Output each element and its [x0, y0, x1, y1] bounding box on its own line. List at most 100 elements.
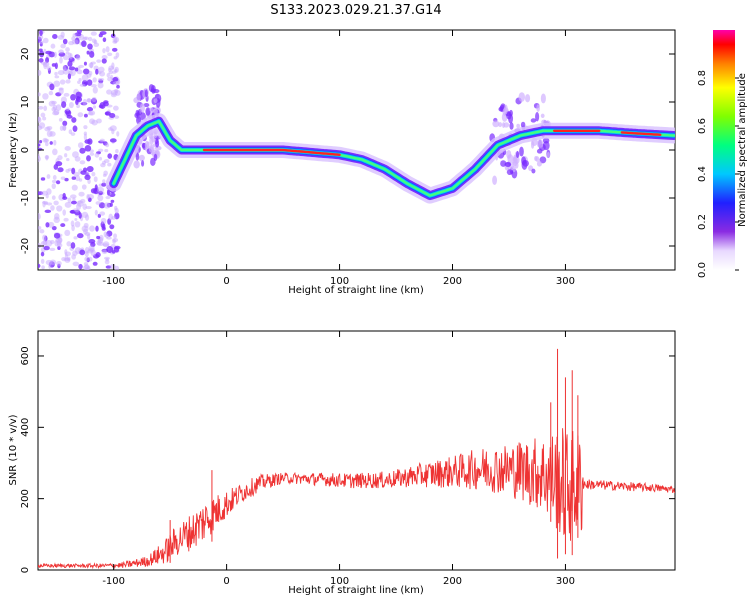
noise-speckle: [509, 122, 514, 130]
noise-speckle: [43, 138, 50, 143]
noise-speckle: [109, 113, 116, 118]
noise-speckle: [80, 198, 86, 204]
noise-speckle: [518, 92, 526, 102]
noise-speckle: [72, 151, 79, 158]
noise-speckle: [38, 116, 42, 124]
noise-speckle: [74, 217, 78, 222]
noise-speckle: [110, 33, 116, 39]
noise-speckle: [56, 260, 62, 266]
snr-x-ticks: -100 0 100 200 300: [102, 331, 575, 587]
noise-speckle: [88, 62, 94, 68]
noise-speckle: [155, 139, 160, 148]
noise-speckle: [86, 50, 90, 55]
noise-speckle: [65, 168, 70, 173]
noise-speckle: [78, 263, 83, 270]
noise-speckle: [64, 229, 71, 237]
noise-speckle: [150, 88, 156, 93]
noise-speckle: [81, 74, 89, 82]
noise-speckle: [505, 161, 512, 168]
y-tick-label: 0: [20, 147, 31, 153]
noise-speckle: [90, 84, 97, 88]
noise-speckle: [97, 77, 105, 82]
spectrogram-ridge: [105, 113, 675, 204]
noise-speckle: [96, 59, 102, 63]
noise-speckle: [39, 229, 45, 234]
noise-speckle: [82, 203, 87, 211]
noise-speckle: [112, 77, 119, 82]
snr-x-axis-label: Height of straight line (km): [288, 585, 424, 596]
noise-speckle: [84, 256, 90, 262]
noise-speckle: [63, 217, 69, 222]
noise-speckle: [86, 107, 94, 112]
noise-speckle: [38, 92, 41, 97]
noise-speckle: [79, 249, 86, 256]
noise-speckle: [102, 48, 106, 54]
noise-speckle: [83, 61, 87, 66]
noise-speckle: [53, 80, 61, 87]
noise-speckle: [60, 223, 66, 228]
noise-speckle: [98, 104, 104, 109]
noise-speckle: [62, 209, 67, 216]
noise-speckle: [57, 242, 63, 248]
noise-speckle: [75, 99, 79, 105]
noise-speckle: [45, 239, 53, 247]
noise-speckle: [101, 160, 106, 165]
noise-speckle: [42, 116, 47, 121]
noise-speckle: [70, 200, 77, 205]
noise-speckle: [89, 50, 95, 58]
noise-speckle: [54, 75, 60, 79]
noise-speckle: [48, 100, 56, 107]
noise-speckle: [539, 156, 547, 164]
noise-speckle: [114, 205, 118, 211]
noise-speckle: [99, 138, 105, 143]
noise-speckle: [133, 160, 140, 169]
noise-speckle: [90, 249, 96, 257]
noise-speckle: [506, 169, 514, 176]
noise-speckle: [38, 122, 46, 129]
noise-speckle: [53, 139, 57, 146]
noise-speckle: [70, 93, 77, 101]
noise-speckle: [64, 201, 72, 208]
noise-speckle: [84, 251, 89, 258]
noise-speckle: [113, 81, 120, 85]
noise-speckle: [86, 79, 93, 86]
noise-speckle: [52, 33, 58, 40]
noise-speckle: [113, 56, 118, 60]
noise-speckle: [89, 152, 95, 156]
snr-frame: [37, 330, 676, 571]
ridge-peak: [620, 131, 662, 136]
noise-speckle: [105, 46, 110, 53]
noise-speckle: [542, 140, 550, 151]
noise-speckle: [83, 36, 89, 41]
noise-speckle: [114, 265, 120, 270]
spectrogram-frame: [37, 29, 676, 271]
noise-speckle: [62, 38, 68, 45]
noise-speckle: [101, 58, 107, 64]
noise-speckle: [98, 66, 105, 73]
snr-series: [38, 348, 675, 570]
noise-speckle: [70, 132, 76, 136]
noise-speckle: [502, 122, 506, 128]
noise-speckle: [106, 72, 111, 78]
noise-speckle: [503, 104, 508, 115]
noise-speckle: [89, 225, 95, 232]
noise-speckle: [45, 259, 53, 266]
noise-speckle: [104, 149, 109, 153]
noise-speckle: [149, 107, 153, 112]
noise-speckle: [58, 49, 64, 54]
noise-speckle: [71, 167, 76, 175]
noise-speckle: [109, 202, 113, 207]
noise-speckle: [54, 71, 58, 76]
y-tick-label: 10: [20, 96, 31, 109]
noise-speckle: [64, 153, 68, 158]
noise-speckle: [46, 130, 53, 138]
noise-speckle: [64, 146, 71, 151]
spectrogram-x-axis-label: Height of straight line (km): [288, 285, 424, 296]
noise-speckle: [87, 43, 93, 50]
noise-speckle: [68, 52, 72, 59]
noise-speckle: [44, 209, 52, 214]
noise-speckle: [109, 263, 116, 270]
noise-speckle: [141, 160, 145, 167]
noise-speckle: [93, 42, 100, 47]
noise-speckle: [42, 61, 50, 68]
